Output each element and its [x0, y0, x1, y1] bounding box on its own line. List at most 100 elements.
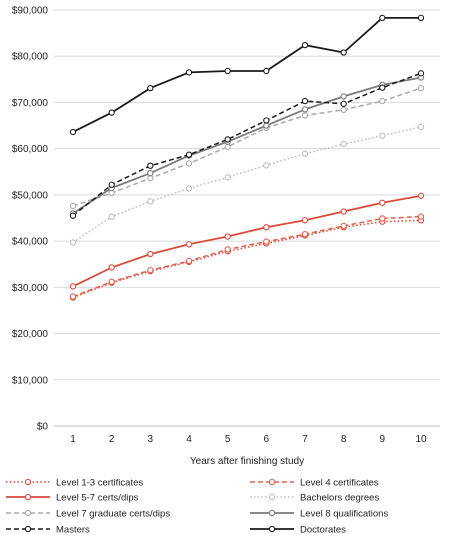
legend-label-level-8-qualifications: Level 8 qualifications	[300, 509, 388, 520]
data-point-level-5-7-certs-dips	[69, 283, 77, 290]
legend-marker-doctorates	[268, 525, 276, 533]
series-line-level-7-graduate-certs-dips	[72, 87, 422, 207]
data-point-level-7-graduate-certs-dips	[301, 112, 309, 119]
data-point-level-7-graduate-certs-dips	[69, 202, 77, 210]
x-tick-label: 9	[380, 434, 386, 445]
data-point-bachelors-degrees	[185, 185, 193, 192]
y-tick-label: $20,000	[12, 329, 49, 340]
data-point-level-4-certificates	[69, 293, 77, 300]
data-point-masters	[417, 70, 425, 77]
legend-item-level-7-graduate-certs-dips: Level 7 graduate certs/dips	[6, 509, 170, 520]
series-line-level-8-qualifications	[72, 76, 422, 215]
data-point-bachelors-degrees	[263, 162, 270, 169]
data-point-bachelors-degrees	[108, 213, 115, 220]
data-point-bachelors-degrees	[379, 132, 386, 139]
x-tick-label: 6	[264, 434, 270, 445]
legend-marker-level-8-qualifications	[268, 509, 276, 517]
legend-item-level-4-certificates: Level 4 certificates	[250, 478, 379, 489]
data-point-level-4-certificates	[263, 238, 270, 245]
data-point-masters	[301, 97, 309, 105]
x-tick-label: 7	[302, 434, 308, 445]
x-tick-label: 2	[109, 434, 115, 445]
data-point-bachelors-degrees	[224, 174, 231, 181]
legend-item-level-8-qualifications: Level 8 qualifications	[250, 509, 388, 520]
data-point-bachelors-degrees	[340, 140, 347, 148]
data-point-masters	[263, 117, 270, 124]
x-tick-label: 4	[186, 434, 192, 445]
data-point-level-8-qualifications	[147, 170, 154, 177]
y-tick-label: $90,000	[12, 6, 49, 17]
data-point-masters	[108, 181, 115, 188]
legend-label-masters: Masters	[56, 525, 90, 536]
series-lines	[72, 16, 422, 299]
data-point-doctorates	[69, 128, 77, 136]
data-point-doctorates	[108, 109, 115, 116]
legend-label-level-4-certificates: Level 4 certificates	[300, 478, 379, 489]
data-point-level-5-7-certs-dips	[185, 241, 193, 248]
data-point-level-5-7-certs-dips	[108, 264, 115, 271]
x-tick-label: 10	[415, 434, 427, 445]
legend-item-doctorates: Doctorates	[250, 525, 346, 536]
data-point-level-5-7-certs-dips	[417, 192, 425, 199]
data-point-masters	[185, 151, 193, 158]
data-point-level-8-qualifications	[301, 106, 309, 113]
data-point-level-5-7-certs-dips	[301, 217, 309, 224]
legend-marker-bachelors-degrees	[268, 493, 276, 501]
legend-item-masters: Masters	[6, 525, 90, 536]
tick-labels: $0 $10,000 $20,000 $30,000 $40,000 $50,000 $60…	[12, 6, 427, 446]
data-point-doctorates	[301, 41, 309, 49]
y-tick-label: $80,000	[12, 52, 49, 63]
legend-label-bachelors-degrees: Bachelors degrees	[300, 493, 379, 504]
data-point-doctorates	[340, 49, 347, 56]
data-point-bachelors-degrees	[69, 239, 77, 246]
series-line-level-4-certificates	[72, 215, 422, 298]
data-point-bachelors-degrees	[301, 150, 309, 157]
data-point-level-5-7-certs-dips	[340, 208, 347, 215]
data-point-level-5-7-certs-dips	[379, 199, 386, 206]
y-tick-label: $50,000	[12, 190, 49, 201]
data-point-doctorates	[263, 67, 270, 75]
y-tick-label: $30,000	[12, 283, 49, 294]
data-point-level-4-certificates	[379, 215, 386, 222]
data-point-masters	[69, 212, 77, 219]
legend-marker-level-4-certificates	[268, 478, 276, 486]
legend-label-level-5-7-certs-dips: Level 5-7 certs/dips	[56, 493, 139, 504]
data-point-level-4-certificates	[301, 231, 309, 238]
series-line-masters	[72, 72, 422, 217]
legend-item-level-1-3-certificates: Level 1-3 certificates	[6, 478, 143, 489]
data-point-level-7-graduate-certs-dips	[185, 160, 193, 167]
data-point-masters	[340, 100, 347, 107]
data-point-doctorates	[417, 14, 425, 22]
x-tick-label: 3	[148, 434, 154, 445]
x-tick-label: 1	[70, 434, 76, 445]
y-tick-label: $0	[37, 422, 49, 433]
legend-label-level-7-graduate-certs-dips: Level 7 graduate certs/dips	[56, 509, 170, 520]
x-tick-label: 5	[225, 434, 231, 445]
y-tick-label: $10,000	[12, 375, 49, 386]
legend-marker-masters	[24, 525, 32, 533]
series-line-level-5-7-certs-dips	[72, 194, 422, 288]
data-point-level-4-certificates	[340, 222, 347, 230]
data-point-level-7-graduate-certs-dips	[340, 106, 347, 113]
series-line-bachelors-degrees	[72, 126, 422, 244]
data-point-masters	[379, 84, 386, 91]
legend-marker-level-7-graduate-certs-dips	[24, 509, 32, 517]
data-point-level-5-7-certs-dips	[147, 250, 154, 258]
data-point-bachelors-degrees	[147, 198, 154, 205]
legend-label-doctorates: Doctorates	[300, 525, 346, 536]
series-line-doctorates	[72, 16, 421, 133]
x-axis-title: Years after finishing study	[190, 456, 304, 467]
legend-item-level-5-7-certs-dips: Level 5-7 certs/dips	[6, 493, 139, 504]
data-point-masters	[147, 162, 154, 169]
data-point-level-7-graduate-certs-dips	[417, 84, 425, 92]
x-tick-label: 8	[341, 434, 347, 445]
y-tick-label: $60,000	[12, 144, 49, 155]
legend-marker-level-5-7-certs-dips	[24, 493, 32, 501]
data-points	[69, 14, 425, 301]
data-point-level-5-7-certs-dips	[224, 233, 231, 240]
data-point-level-4-certificates	[185, 257, 193, 265]
legend-item-bachelors-degrees: Bachelors degrees	[250, 493, 379, 504]
data-point-doctorates	[224, 67, 231, 75]
data-point-level-5-7-certs-dips	[263, 224, 270, 231]
